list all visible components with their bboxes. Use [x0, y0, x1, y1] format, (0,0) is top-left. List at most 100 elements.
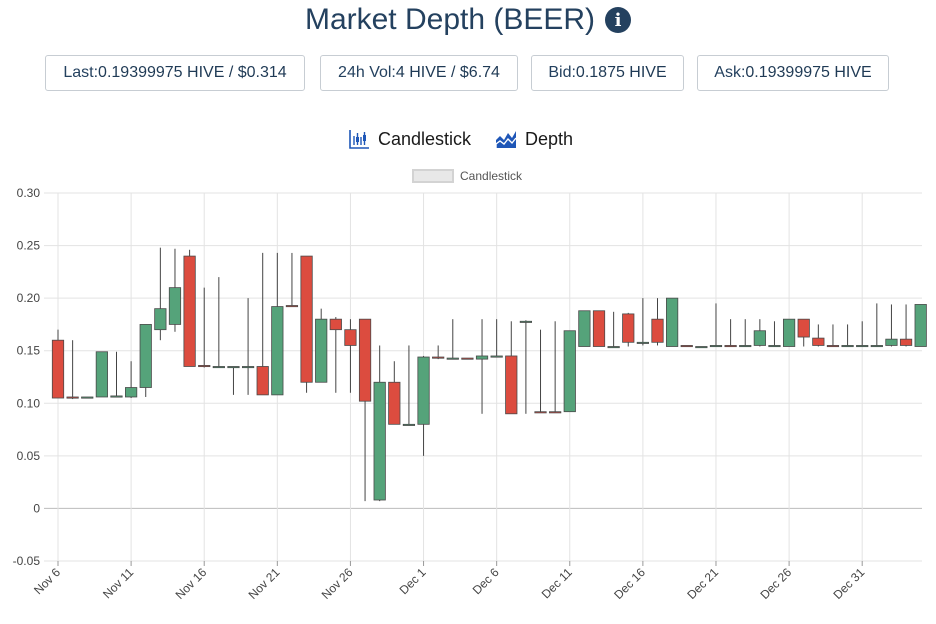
x-tick-label: Dec 16: [611, 565, 648, 602]
volume-box: 24h Vol: 4 HIVE / $6.74: [320, 55, 518, 91]
candle-body: [578, 310, 591, 347]
x-tick-label: Dec 21: [684, 565, 721, 602]
candle-body: [81, 396, 94, 399]
candle-body: [344, 329, 357, 346]
last-price-value: 0.19399975 HIVE / $0.314: [98, 64, 287, 81]
candle-body: [475, 355, 489, 360]
candle-body: [402, 423, 416, 426]
candle-body: [739, 345, 752, 348]
candle-body: [329, 318, 342, 331]
candle-body: [417, 356, 430, 425]
candle-body: [95, 351, 108, 398]
y-tick-label: 0.10: [17, 396, 41, 410]
y-tick-label: 0.15: [17, 344, 41, 358]
candle-body: [490, 355, 503, 358]
page-title: Market Depth (BEER): [304, 3, 596, 36]
x-tick-label: Nov 6: [31, 565, 63, 597]
x-tick-label: Nov 11: [100, 565, 136, 601]
chart-legend[interactable]: Candlestick: [412, 169, 522, 183]
x-tick-label: Nov 16: [173, 565, 210, 602]
candle-body: [461, 357, 474, 360]
candle-body: [651, 318, 664, 343]
last-price-label: Last:: [63, 64, 99, 81]
x-tick-label: Dec 31: [831, 565, 868, 602]
depth-chart-icon: [495, 131, 517, 148]
x-tick-label: Dec 1: [397, 565, 429, 597]
candle-body: [183, 255, 196, 367]
candle-body: [856, 345, 869, 348]
candle-body: [125, 387, 138, 398]
candle-body: [227, 366, 240, 369]
candle-body: [826, 345, 840, 348]
candle-body: [753, 330, 766, 346]
ask-label: Ask:: [714, 64, 746, 81]
candle-body: [680, 345, 693, 348]
candle-body: [241, 366, 255, 369]
candle-body: [388, 381, 401, 425]
candle-body: [797, 318, 810, 338]
candle-body: [914, 304, 927, 347]
volume-value: 4 HIVE / $6.74: [395, 64, 500, 81]
candle-body: [592, 310, 606, 347]
ask-box: Ask: 0.19399975 HIVE: [697, 55, 889, 91]
x-tick-label: Nov 21: [246, 565, 283, 602]
candle-body: [110, 395, 123, 398]
candle-body: [782, 318, 796, 347]
candle-body: [812, 337, 825, 346]
candle-body: [373, 381, 386, 501]
candle-body: [505, 355, 518, 415]
candle-body: [709, 345, 723, 348]
candle-body: [695, 346, 708, 349]
y-tick-label: 0.30: [17, 186, 41, 200]
candle-body: [256, 366, 269, 396]
candle-body: [300, 255, 313, 383]
chart-type-tabs: Candlestick Depth: [0, 128, 936, 156]
candle-body: [549, 411, 562, 414]
candle-body: [139, 324, 152, 388]
y-tick-label: 0.05: [17, 449, 41, 463]
candle-body: [607, 346, 620, 349]
candle-body: [870, 345, 883, 348]
candle-body: [885, 338, 898, 346]
candle-body: [198, 365, 211, 368]
candle-body: [636, 341, 649, 344]
candle-body: [212, 366, 225, 369]
x-tick-label: Dec 26: [757, 565, 794, 602]
candle-body: [154, 308, 167, 331]
candle-body: [519, 320, 533, 323]
candlestick-chart-icon: [349, 130, 369, 149]
y-tick-label: 0: [33, 501, 40, 515]
y-tick-label: -0.05: [13, 554, 41, 568]
tab-depth[interactable]: Depth: [495, 128, 573, 150]
y-tick-label: 0.20: [17, 291, 41, 305]
candle-body: [899, 338, 913, 346]
candle-body: [51, 339, 65, 399]
volume-label: 24h Vol:: [338, 64, 396, 81]
bid-value: 0.1875 HIVE: [575, 64, 667, 81]
candle-body: [622, 313, 635, 343]
x-tick-label: Dec 11: [539, 565, 575, 601]
candle-body: [841, 345, 854, 348]
bid-label: Bid:: [548, 64, 576, 81]
tab-candlestick[interactable]: Candlestick: [348, 128, 471, 150]
x-tick-label: Nov 26: [319, 565, 356, 602]
candle-body: [315, 318, 328, 383]
bid-box: Bid: 0.1875 HIVE: [531, 55, 684, 91]
candle-body: [271, 306, 284, 396]
header: Market Depth (BEER) i: [0, 0, 936, 40]
candle-body: [358, 318, 372, 402]
candle-body: [66, 396, 79, 399]
ask-value: 0.19399975 HIVE: [745, 64, 872, 81]
candle-body: [534, 411, 547, 414]
candle-body: [666, 297, 679, 347]
x-tick-label: Dec 6: [470, 565, 502, 597]
tab-depth-label: Depth: [525, 128, 574, 149]
legend-swatch: [412, 169, 454, 183]
info-circle-icon[interactable]: i: [605, 7, 632, 33]
candle-body: [168, 287, 182, 325]
tab-candlestick-label: Candlestick: [378, 128, 472, 149]
last-price-box: Last: 0.19399975 HIVE / $0.314: [45, 55, 305, 91]
y-tick-label: 0.25: [17, 239, 41, 253]
candle-body: [432, 356, 445, 359]
